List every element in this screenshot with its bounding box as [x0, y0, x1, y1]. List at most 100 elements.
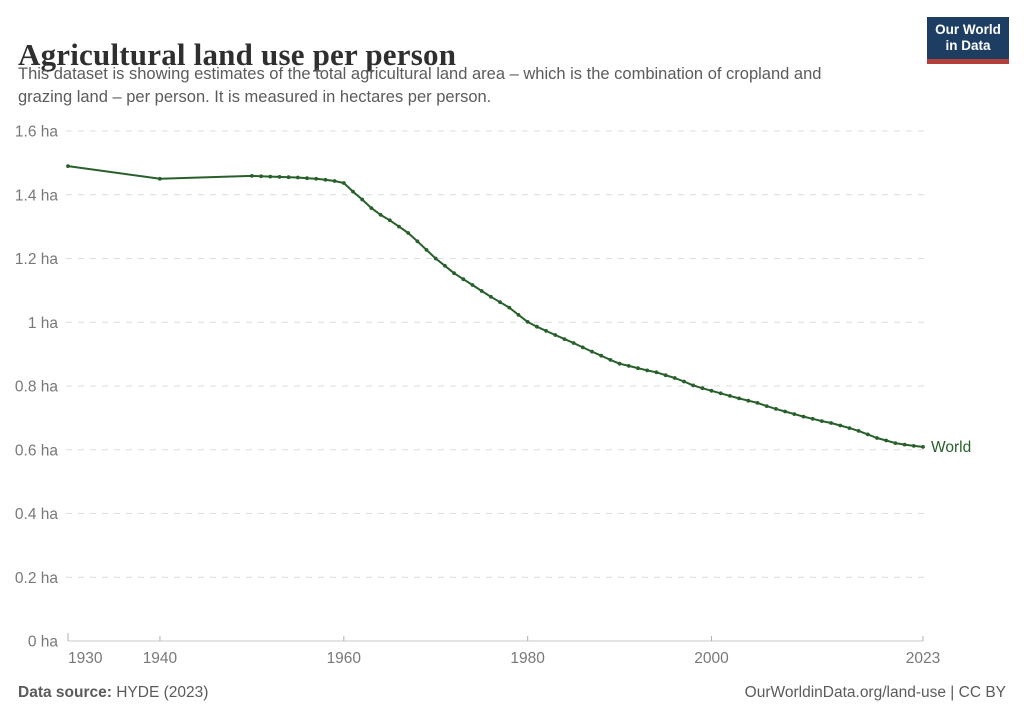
x-axis-tick-label: 1980: [510, 650, 545, 667]
series-point[interactable]: [406, 231, 411, 235]
series-point[interactable]: [921, 445, 925, 449]
series-point[interactable]: [461, 277, 466, 282]
subtitle-line-2: grazing land – per person. It is measure…: [18, 88, 492, 106]
series-point[interactable]: [672, 376, 677, 380]
series-point[interactable]: [369, 206, 374, 211]
series-point[interactable]: [663, 373, 668, 378]
data-source-label: Data source:: [18, 684, 112, 701]
series-point[interactable]: [829, 421, 833, 425]
series-point[interactable]: [452, 271, 456, 276]
series-point[interactable]: [856, 429, 861, 433]
series-point[interactable]: [314, 176, 319, 181]
series-point[interactable]: [286, 175, 291, 180]
y-axis-tick-label: 0.2 ha: [15, 570, 58, 587]
y-axis-tick-label: 0.8 ha: [15, 379, 58, 396]
series-point[interactable]: [360, 197, 365, 202]
series-point[interactable]: [277, 175, 282, 179]
series-point[interactable]: [718, 391, 723, 396]
series-point[interactable]: [820, 419, 824, 423]
series-point[interactable]: [608, 358, 613, 362]
series-point[interactable]: [443, 263, 447, 268]
owid-logo-line2: in Data: [945, 38, 991, 53]
series-point[interactable]: [875, 436, 879, 440]
owid-logo-accent-bar: [927, 59, 1009, 64]
chart-footer: Data source: HYDE (2023) OurWorldinData.…: [18, 684, 1006, 702]
series-point[interactable]: [636, 366, 640, 371]
series-point[interactable]: [553, 333, 558, 337]
x-axis-tick-label: 1940: [143, 650, 178, 667]
y-axis-tick-label: 1 ha: [28, 315, 59, 332]
series-point[interactable]: [728, 394, 732, 398]
owid-logo-text: Our World in Data: [927, 17, 1009, 59]
series-point[interactable]: [470, 283, 475, 287]
series-point[interactable]: [746, 398, 751, 403]
series-point[interactable]: [810, 416, 815, 421]
series-point[interactable]: [535, 324, 539, 329]
series-point[interactable]: [792, 412, 797, 416]
series-point[interactable]: [654, 370, 659, 375]
series-point[interactable]: [323, 177, 328, 182]
series-point[interactable]: [433, 256, 438, 261]
series-point[interactable]: [755, 401, 760, 405]
series-point[interactable]: [617, 361, 622, 366]
series-point[interactable]: [489, 294, 493, 299]
series-point[interactable]: [305, 176, 309, 181]
series-end-label[interactable]: World: [931, 439, 971, 456]
y-axis-tick-label: 1.4 ha: [15, 187, 58, 204]
series-point[interactable]: [645, 368, 650, 373]
x-axis-tick-label: 2000: [694, 650, 729, 667]
series-point[interactable]: [626, 364, 631, 368]
series-point[interactable]: [590, 349, 594, 354]
data-source-value: HYDE (2023): [111, 684, 209, 701]
series-point[interactable]: [709, 388, 714, 393]
data-source-note: Data source: HYDE (2023): [18, 684, 208, 702]
series-point[interactable]: [580, 345, 585, 350]
series-line-world[interactable]: [67, 165, 924, 448]
series-point[interactable]: [250, 174, 254, 178]
series-point[interactable]: [424, 248, 429, 252]
y-axis-tick-label: 0.6 ha: [15, 442, 58, 459]
series-point[interactable]: [571, 341, 576, 345]
series-point[interactable]: [415, 239, 420, 244]
series-point[interactable]: [498, 300, 502, 305]
series-point[interactable]: [544, 329, 548, 333]
owid-logo: Our World in Data: [927, 17, 1009, 64]
series-point[interactable]: [893, 441, 898, 445]
series-point[interactable]: [599, 353, 604, 358]
series-point[interactable]: [341, 181, 346, 185]
series-point[interactable]: [691, 383, 696, 388]
series-point[interactable]: [525, 320, 530, 324]
series-point[interactable]: [332, 179, 337, 183]
series-point[interactable]: [865, 432, 870, 437]
series-point[interactable]: [378, 212, 383, 217]
series-point[interactable]: [507, 305, 512, 310]
series-point[interactable]: [700, 386, 705, 391]
series-point[interactable]: [259, 174, 263, 179]
series-point[interactable]: [295, 175, 300, 180]
series-point[interactable]: [847, 426, 852, 430]
series-point[interactable]: [516, 313, 521, 317]
series-point[interactable]: [562, 337, 567, 341]
series-point[interactable]: [682, 379, 686, 384]
series-point[interactable]: [774, 407, 778, 411]
series-point[interactable]: [351, 189, 355, 194]
series-point[interactable]: [911, 444, 916, 448]
credit-link[interactable]: OurWorldinData.org/land-use | CC BY: [744, 684, 1006, 701]
series-point[interactable]: [902, 442, 907, 447]
series-point[interactable]: [479, 289, 484, 293]
series-point[interactable]: [764, 404, 769, 408]
series-point[interactable]: [268, 174, 273, 179]
series-point[interactable]: [801, 414, 806, 419]
series-point[interactable]: [884, 438, 889, 443]
series-point[interactable]: [387, 218, 392, 223]
series-point[interactable]: [66, 164, 70, 169]
series-point[interactable]: [158, 176, 162, 181]
series-point[interactable]: [737, 396, 741, 401]
y-axis-tick-label: 1.2 ha: [15, 251, 58, 268]
series-point[interactable]: [783, 409, 787, 414]
subtitle-line-1: This dataset is showing estimates of the…: [18, 65, 822, 83]
series-point[interactable]: [838, 423, 843, 428]
series-point[interactable]: [397, 224, 401, 229]
